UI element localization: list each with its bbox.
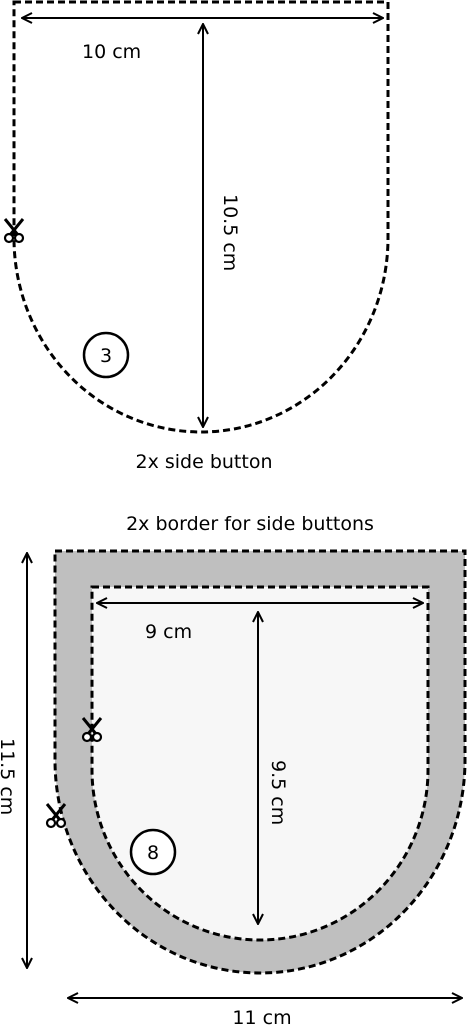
border-inner-outline — [90, 585, 430, 942]
piece-number-circle — [129, 828, 177, 876]
border-outer-outline — [53, 549, 467, 975]
side-button-caption: 2x side button — [135, 451, 272, 473]
outer-width-label: 11 cm — [232, 1007, 291, 1026]
piece-number: 3 — [100, 345, 112, 367]
outer-height-label: 11.5 cm — [0, 738, 18, 815]
side-button-piece: 10 cm 10.5 cm 3 2x side button — [3, 0, 390, 473]
height-label: 10.5 cm — [219, 194, 241, 271]
border-inner-shape — [92, 587, 428, 940]
border-title: 2x border for side buttons — [126, 513, 374, 535]
side-button-outline — [12, 0, 390, 434]
piece-number: 8 — [147, 842, 159, 864]
border-piece: 2x border for side buttons 9 cm 9.5 cm 8… — [0, 513, 467, 1026]
inner-height-label: 9.5 cm — [267, 760, 289, 825]
width-label: 10 cm — [82, 41, 141, 63]
inner-width-label: 9 cm — [145, 621, 192, 643]
piece-number-circle — [82, 331, 130, 379]
